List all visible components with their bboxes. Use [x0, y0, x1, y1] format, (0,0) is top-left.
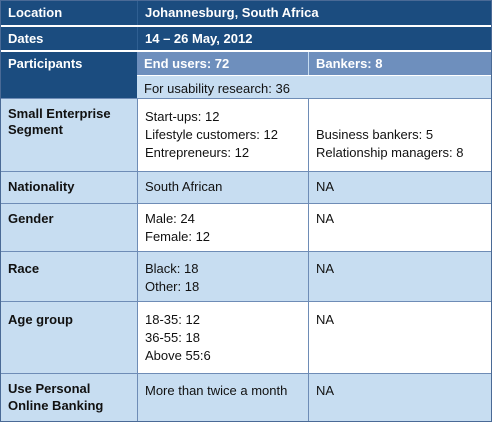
- participants-label: Participants: [8, 56, 83, 71]
- gender-bankers: NA: [316, 211, 335, 226]
- location-value: Johannesburg, South Africa: [145, 5, 319, 20]
- segment-business-bankers: Business bankers: 5: [316, 127, 434, 142]
- dates-label: Dates: [8, 31, 44, 46]
- row-online-banking: Use Personal Online Banking More than tw…: [1, 373, 491, 421]
- race-black: Black: 18: [145, 261, 199, 276]
- row-gender: Gender Male: 24 Female: 12 NA: [1, 203, 491, 251]
- nationality-bankers: NA: [316, 179, 335, 194]
- race-label: Race: [8, 261, 40, 276]
- segment-relationship-managers: Relationship managers: 8: [316, 145, 464, 160]
- row-race: Race Black: 18 Other: 18 NA: [1, 251, 491, 301]
- usability-research-count: For usability research: 36: [144, 81, 290, 96]
- end-users-header: End users: 72: [144, 56, 230, 71]
- online-bankers: NA: [316, 383, 335, 398]
- gender-label: Gender: [8, 211, 54, 226]
- age-label: Age group: [8, 312, 73, 327]
- race-other: Other: 18: [145, 279, 200, 294]
- segment-entrepreneurs: Entrepreneurs: 12: [145, 145, 250, 160]
- online-label-line1: Use Personal: [8, 381, 91, 396]
- nationality-label: Nationality: [8, 179, 75, 194]
- segment-label-line1: Small Enterprise: [8, 106, 111, 121]
- age-18-35: 18-35: 12: [145, 312, 200, 327]
- segment-startups: Start-ups: 12: [145, 109, 220, 124]
- row-dates: Dates 14 – 26 May, 2012: [1, 26, 491, 50]
- row-nationality: Nationality South African NA: [1, 171, 491, 203]
- gender-male: Male: 24: [145, 211, 195, 226]
- row-segment: Small Enterprise Segment Start-ups: 12 L…: [1, 98, 491, 171]
- location-label: Location: [8, 5, 63, 20]
- online-end-users: More than twice a month: [145, 383, 288, 398]
- row-age-group: Age group 18-35: 12 36-55: 18 Above 55:6…: [1, 301, 491, 373]
- bankers-header: Bankers: 8: [316, 56, 383, 71]
- dates-value: 14 – 26 May, 2012: [145, 31, 253, 46]
- gender-female: Female: 12: [145, 229, 211, 244]
- race-bankers: NA: [316, 261, 335, 276]
- age-bankers: NA: [316, 312, 335, 327]
- age-above-55: Above 55:6: [145, 348, 211, 363]
- online-label-line2: Online Banking: [8, 398, 104, 413]
- nationality-end-users: South African: [145, 179, 223, 194]
- age-36-55: 36-55: 18: [145, 330, 200, 345]
- segment-label-line2: Segment: [8, 122, 63, 137]
- row-location: Location Johannesburg, South Africa: [1, 1, 491, 25]
- segment-lifestyle: Lifestyle customers: 12: [145, 127, 278, 142]
- row-participants: Participants End users: 72 For usability…: [1, 51, 491, 99]
